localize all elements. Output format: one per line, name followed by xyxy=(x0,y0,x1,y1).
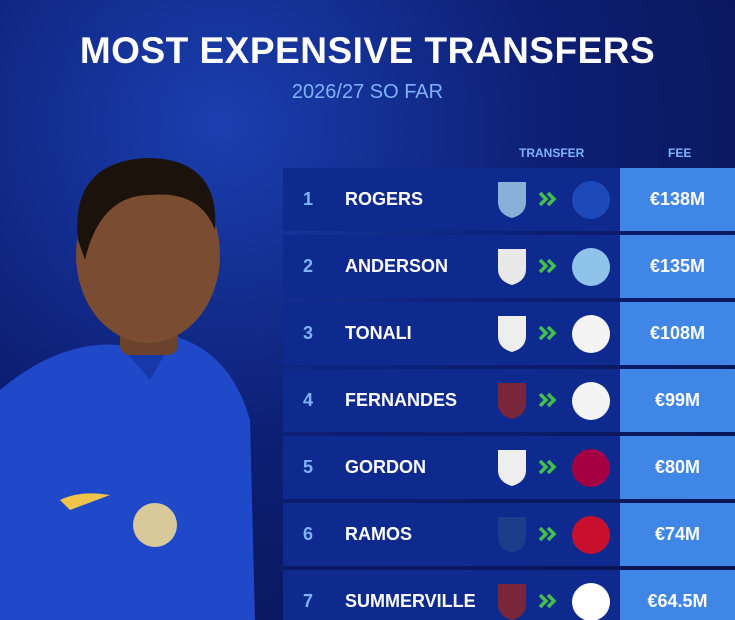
from-crest xyxy=(498,316,526,352)
fee: €135M xyxy=(620,235,735,298)
player-photo xyxy=(0,158,255,620)
table-row: 5 GORDON €80M xyxy=(283,436,735,499)
table-row: 4 FERNANDES €99M xyxy=(283,369,735,432)
to-crest xyxy=(572,583,610,620)
transfer-crests xyxy=(498,248,610,286)
arrow xyxy=(538,526,557,542)
table-row: 3 TONALI €108M xyxy=(283,302,735,365)
arrow xyxy=(538,459,557,475)
fee: €64.5M xyxy=(620,570,735,620)
logo xyxy=(60,493,110,510)
arrow xyxy=(538,593,557,609)
title: MOST EXPENSIVE TRANSFERS xyxy=(79,30,656,71)
fee: €80M xyxy=(620,436,735,499)
player-name: FERNANDES xyxy=(345,390,458,410)
to-crest xyxy=(572,181,610,219)
rank: 7 xyxy=(302,591,313,611)
transfer-crests xyxy=(498,315,610,353)
to-crest xyxy=(572,516,610,554)
to-crest xyxy=(572,449,610,487)
transfer-crests xyxy=(498,516,610,554)
rank: 6 xyxy=(302,524,313,544)
fee: €138M xyxy=(620,168,735,231)
transfer-crests xyxy=(498,382,610,420)
from-crest xyxy=(498,182,526,218)
column-header: FEE xyxy=(668,146,692,160)
player-name: ANDERSON xyxy=(345,256,449,276)
rank: 2 xyxy=(302,256,313,276)
rank: 1 xyxy=(302,189,313,209)
player-name: ROGERS xyxy=(345,189,424,209)
hair xyxy=(77,158,216,260)
from-crest xyxy=(498,249,526,285)
arrow xyxy=(538,191,557,207)
from-crest xyxy=(498,517,526,553)
shirt xyxy=(0,335,255,620)
player-name: SUMMERVILLE xyxy=(345,591,476,611)
to-crest xyxy=(572,315,610,353)
from-crest xyxy=(498,584,526,620)
table-row: 7 SUMMERVILLE €64.5M xyxy=(283,570,735,620)
transfer-crests xyxy=(498,449,610,487)
fee: €74M xyxy=(620,503,735,566)
fee: €99M xyxy=(620,369,735,432)
rank: 4 xyxy=(302,390,313,410)
table-row: 2 ANDERSON €135M xyxy=(283,235,735,298)
badge xyxy=(133,503,177,547)
table-row: 1 ROGERS €138M xyxy=(283,168,735,231)
player-name: TONALI xyxy=(345,323,412,343)
head xyxy=(76,167,220,343)
subtitle: 2026/27 SO FAR xyxy=(291,81,444,103)
table-row: 6 RAMOS €74M xyxy=(283,503,735,566)
from-crest xyxy=(498,383,526,419)
to-crest xyxy=(572,382,610,420)
player-name: GORDON xyxy=(345,457,426,477)
from-crest xyxy=(498,450,526,486)
column-header: TRANSFER xyxy=(519,146,585,160)
arrow xyxy=(538,258,557,274)
fee: €108M xyxy=(620,302,735,365)
to-crest xyxy=(572,248,610,286)
arrow xyxy=(538,325,557,341)
transfer-crests xyxy=(498,583,610,620)
rank: 3 xyxy=(302,323,313,343)
arrow xyxy=(538,392,557,408)
transfer-crests xyxy=(498,181,610,219)
rank: 5 xyxy=(302,457,313,477)
player-name: RAMOS xyxy=(345,524,412,544)
